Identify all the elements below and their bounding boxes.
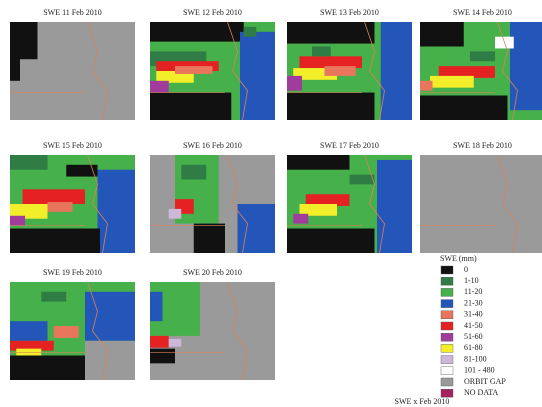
map-panel [287,155,412,253]
map-region [287,229,375,254]
legend-swatch [441,344,453,352]
map-region [41,292,66,302]
legend-label: 101 - 480 [464,366,495,375]
panel-title: SWE 15 Feb 2010 [43,141,102,150]
map-region [420,81,433,91]
legend-swatch [441,288,453,296]
map-region [325,66,356,76]
map-region [85,292,135,341]
panel-title: SWE 20 Feb 2010 [183,268,242,277]
map-region [23,189,86,204]
map-panel [150,22,275,120]
legend-label: 51-60 [464,332,483,341]
legend-swatch [441,356,453,364]
legend-swatch [441,367,453,375]
map-region [150,349,175,364]
map-region [150,22,244,42]
panel-title: SWE 19 Feb 2010 [43,268,102,277]
map-region [54,326,79,338]
figure: SWE (mm) SWE x Feb 2010 SWE 11 Feb 2010 S… [0,0,542,407]
map-region [98,170,136,253]
map-region [85,341,135,380]
map-region [293,214,308,224]
map-region [420,155,542,253]
map-region [150,336,169,348]
map-region [10,321,48,341]
map-region [381,22,412,120]
map-region [420,22,464,47]
map-region [10,22,20,81]
map-panel [150,282,275,380]
legend-title: SWE (mm) [440,254,477,263]
map-region [48,202,73,212]
map-region [10,216,25,226]
map-region [169,339,182,347]
panel-title: SWE 18 Feb 2010 [453,141,512,150]
legend-label: 41-50 [464,321,483,330]
legend-swatch [441,277,453,285]
map-panel [10,22,135,120]
map-region [430,76,474,88]
map-region [510,22,542,110]
map-panel [420,155,542,253]
map-region [287,93,375,120]
caption: SWE x Feb 2010 [395,397,450,406]
legend-label: ORBIT GAP [464,377,506,386]
map-region [10,356,85,381]
panel-title: SWE 13 Feb 2010 [320,8,379,17]
legend-swatch [441,322,453,330]
map-panel [150,155,275,253]
panel-title: SWE 12 Feb 2010 [183,8,242,17]
legend-label: 61-80 [464,343,483,352]
legend-swatch [441,266,453,274]
map-region [238,204,276,253]
panel-title: SWE 14 Feb 2010 [453,8,512,17]
map-region [10,229,100,254]
legend-swatch [441,333,453,341]
legend-label: 0 [464,265,468,274]
legend-swatch [441,389,453,397]
legend-label: 31-40 [464,310,483,319]
map-region [470,51,495,61]
map-region [194,224,225,253]
legend-swatch [441,378,453,386]
map-panel [287,22,412,120]
legend-label: 21-30 [464,298,483,307]
map-region [312,47,331,57]
map-panel [10,282,135,380]
map-region [150,292,163,321]
map-panel [10,155,135,253]
legend-label: 1-10 [464,276,479,285]
map-region [181,165,206,180]
map-region [420,96,508,121]
map-region [240,32,275,120]
legend-swatch [441,300,453,308]
map-region [169,209,182,219]
legend-swatch [441,311,453,319]
map-region [287,76,302,91]
map-region [10,155,48,170]
map-region [350,175,375,185]
panel-title: SWE 17 Feb 2010 [320,141,379,150]
panel-title: SWE 16 Feb 2010 [183,141,242,150]
panel-title: SWE 11 Feb 2010 [43,8,102,17]
map-panel [420,22,542,120]
legend-label: 81-100 [464,354,487,363]
map-region [287,22,375,44]
map-region [287,155,350,170]
map-region [150,93,231,120]
legend-label: NO DATA [464,388,498,397]
legend-label: 11-20 [464,287,482,296]
map-region [244,27,257,37]
map-region [175,66,213,74]
